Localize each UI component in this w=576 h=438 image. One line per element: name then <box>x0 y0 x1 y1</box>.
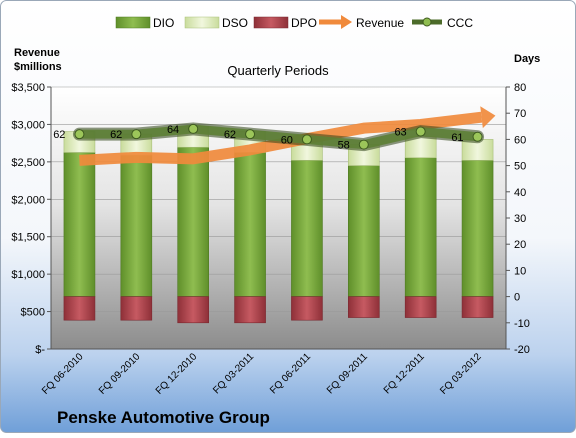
ccc-point <box>415 126 426 137</box>
bar-dio <box>404 157 437 297</box>
company-name: Penske Automotive Group <box>57 408 270 427</box>
ccc-point <box>131 129 142 140</box>
revenue-series <box>79 106 496 166</box>
ccc-data-label: 61 <box>451 132 463 144</box>
legend-label-ccc: CCC <box>447 16 473 30</box>
bar-dio <box>291 160 323 297</box>
left-tick-label: $- <box>35 344 45 356</box>
right-tick-label: 60 <box>514 134 526 146</box>
ccc-point <box>472 131 483 142</box>
bar-dpo <box>234 296 266 324</box>
legend-swatch-dso <box>184 16 220 29</box>
left-tick-label: $3,500 <box>11 82 45 94</box>
ccc-point <box>301 134 312 145</box>
legend-label-dso: DSO <box>222 16 248 30</box>
ccc-data-label: 63 <box>394 127 406 139</box>
left-tick-label: $1,000 <box>11 269 45 281</box>
ccc-data-label: 64 <box>167 124 179 136</box>
bar-dio <box>63 152 96 297</box>
left-axis-title-line2: $millions <box>14 61 62 73</box>
left-tick-label: $2,500 <box>11 157 45 169</box>
ccc-data-label: 62 <box>53 129 65 141</box>
left-axis-title-line1: Revenue <box>14 47 60 59</box>
left-tick-label: $2,000 <box>11 194 45 206</box>
bar-dio <box>348 165 380 297</box>
legend: DIO DSO DPO Revenue CCC <box>115 15 473 30</box>
revenue-line <box>79 111 483 166</box>
ccc-data-label: 60 <box>281 134 293 146</box>
ccc-point <box>188 123 199 134</box>
bar-dpo <box>291 296 323 321</box>
legend-label-revenue: Revenue <box>356 16 404 30</box>
bar-dpo <box>461 296 494 318</box>
ccc-point <box>74 129 85 140</box>
left-tick-label: $3,000 <box>11 119 45 131</box>
legend-swatch-ccc <box>412 17 442 27</box>
bar-dpo <box>63 296 96 321</box>
chart-title: Quarterly Periods <box>227 63 329 78</box>
left-tick-label: $500 <box>21 307 45 319</box>
right-tick-label: 20 <box>514 239 526 251</box>
bar-dio <box>234 152 266 297</box>
legend-label-dio: DIO <box>153 16 174 30</box>
ccc-data-label: 58 <box>338 140 350 152</box>
bar-dpo <box>120 296 153 321</box>
bars-layer <box>63 126 494 324</box>
legend-swatch-dio <box>115 16 151 29</box>
left-tick-label: $1,500 <box>11 232 45 244</box>
right-tick-label: -10 <box>514 318 530 330</box>
right-axis-title: Days <box>514 53 540 65</box>
legend-swatch-revenue <box>319 15 352 29</box>
right-tick-label: -20 <box>514 344 530 356</box>
bar-dio <box>461 160 494 297</box>
right-tick-label: 40 <box>514 187 526 199</box>
bar-dpo <box>348 296 380 318</box>
ccc-data-label: 62 <box>110 129 122 141</box>
right-tick-label: 50 <box>514 161 526 173</box>
right-tick-label: 0 <box>514 292 520 304</box>
ccc-point <box>358 139 369 150</box>
revenue-arrowhead <box>480 106 496 129</box>
right-tick-label: 80 <box>514 82 526 94</box>
ccc-point <box>245 129 256 140</box>
bar-dio <box>177 146 209 297</box>
ccc-line <box>74 124 483 150</box>
bar-dio <box>120 154 153 297</box>
ccc-data-label: 62 <box>224 129 236 141</box>
legend-swatch-dpo <box>253 16 289 29</box>
axes-layer: $3,500 $3,000 $2,500 $2,000 $1,500 $1,000 $500… <box>11 82 530 356</box>
right-tick-label: 10 <box>514 265 526 277</box>
right-tick-label: 30 <box>514 213 526 225</box>
bar-dpo <box>404 296 437 318</box>
bar-dpo <box>177 296 209 324</box>
right-tick-label: 70 <box>514 108 526 120</box>
ccc-series: 62 62 64 62 60 58 63 61 <box>53 122 485 152</box>
legend-label-dpo: DPO <box>291 16 317 30</box>
